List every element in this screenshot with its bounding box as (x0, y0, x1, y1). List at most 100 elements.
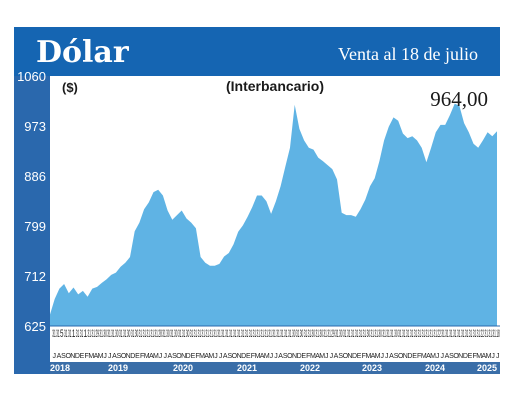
x-month-label: S (61, 353, 66, 360)
x-day-label: 31 (402, 328, 406, 340)
area-series (50, 103, 497, 326)
x-day-label: 31 (76, 328, 80, 340)
x-month-label: D (75, 353, 80, 360)
x-month-label: M (375, 353, 381, 360)
x-month-label: M (264, 353, 270, 360)
x-day-label: 31 (52, 328, 56, 340)
x-day-label: 29 (331, 328, 335, 340)
x-day-label: 31 (131, 328, 135, 340)
x-day-label: 31 (139, 328, 143, 340)
y-tick-label: 625 (24, 319, 46, 334)
x-day-label: 31 (343, 328, 347, 340)
x-day-label: 5 (60, 328, 64, 340)
x-month-label: J (436, 353, 440, 360)
x-day-label: 31 (426, 328, 430, 340)
x-day-label: 31 (453, 328, 457, 340)
x-day-label: 31 (221, 328, 225, 340)
x-month-label: J (163, 353, 167, 360)
x-day-label: 31 (162, 328, 166, 340)
x-day-label: 31 (449, 328, 453, 340)
x-month-label: O (65, 353, 71, 360)
x-day-label: 1 (72, 328, 76, 340)
x-month-label: A (94, 353, 99, 360)
x-day-label: 31 (406, 328, 410, 340)
x-month-label: O (287, 353, 293, 360)
x-year-label: 2021 (237, 363, 257, 373)
x-month-label: J (214, 353, 218, 360)
x-day-label: 31 (245, 328, 249, 340)
x-day-label: 22 (481, 328, 485, 340)
x-month-label: N (403, 353, 408, 360)
x-day-label: 31 (327, 328, 331, 340)
x-month-label: J (385, 353, 389, 360)
x-month-label: N (292, 353, 297, 360)
x-month-label: O (176, 353, 182, 360)
x-month-label: M (255, 353, 261, 360)
x-year-label: 2024 (425, 363, 445, 373)
x-day-label: 31 (429, 328, 433, 340)
x-month-label: J (496, 353, 500, 360)
x-day-label: 30 (186, 328, 190, 340)
x-day-label: 31 (88, 328, 92, 340)
x-month-label: M (98, 353, 104, 360)
x-day-label: 31 (441, 328, 445, 340)
x-month-label: A (389, 353, 394, 360)
x-month-label: O (453, 353, 459, 360)
x-month-label: J (491, 353, 495, 360)
x-day-label: 31 (410, 328, 414, 340)
x-day-label: 30 (367, 328, 371, 340)
x-month-label: J (53, 353, 57, 360)
x-day-label: 31 (371, 328, 375, 340)
x-month-label: J (380, 353, 384, 360)
x-year-label: 2022 (300, 363, 320, 373)
x-month-label: F (472, 353, 476, 360)
x-day-label: 30 (378, 328, 382, 340)
x-day-label: 30 (292, 328, 296, 340)
x-day-label: 31 (99, 328, 103, 340)
x-month-label: A (112, 353, 117, 360)
y-tick-label: 973 (24, 119, 46, 134)
x-day-label: 31 (355, 328, 359, 340)
x-day-label: 31 (359, 328, 363, 340)
x-day-label: 31 (229, 328, 233, 340)
x-month-label: E (135, 353, 140, 360)
x-month-label: N (181, 353, 186, 360)
x-month-label: F (195, 353, 199, 360)
x-day-label: 31 (143, 328, 147, 340)
x-day-label: 31 (190, 328, 194, 340)
x-month-label: S (338, 353, 343, 360)
x-month-label: F (140, 353, 144, 360)
x-month-label: N (70, 353, 75, 360)
x-day-label: 31 (217, 328, 221, 340)
x-day-label: 31 (268, 328, 272, 340)
x-month-label: J (159, 353, 163, 360)
x-month-label: O (232, 353, 238, 360)
x-day-label: 31 (280, 328, 284, 340)
x-month-label: A (445, 353, 450, 360)
x-year-label: 2018 (50, 363, 70, 373)
x-day-label: 28 (158, 328, 162, 340)
x-year-label: 2023 (362, 363, 382, 373)
x-day-label: 31 (418, 328, 422, 340)
x-month-label: N (237, 353, 242, 360)
x-day-label: 31 (347, 328, 351, 340)
x-day-label: 31 (465, 328, 469, 340)
x-day-label: 31 (202, 328, 206, 340)
x-year-label: 2020 (173, 363, 193, 373)
x-day-label: 31 (374, 328, 378, 340)
x-day-label: 30 (174, 328, 178, 340)
x-day-label: 31 (198, 328, 202, 340)
header-title: Dólar (36, 35, 130, 70)
x-day-label: 31 (225, 328, 229, 340)
x-day-label: 31 (390, 328, 394, 340)
x-month-label: O (121, 353, 127, 360)
x-day-label: 31 (241, 328, 245, 340)
x-month-label: J (270, 353, 274, 360)
x-month-label: F (84, 353, 88, 360)
x-month-label: F (417, 353, 421, 360)
x-month-label: E (468, 353, 473, 360)
x-day-label: 30 (312, 328, 316, 340)
x-month-label: M (421, 353, 427, 360)
x-month-label: N (458, 353, 463, 360)
x-month-label: S (172, 353, 177, 360)
